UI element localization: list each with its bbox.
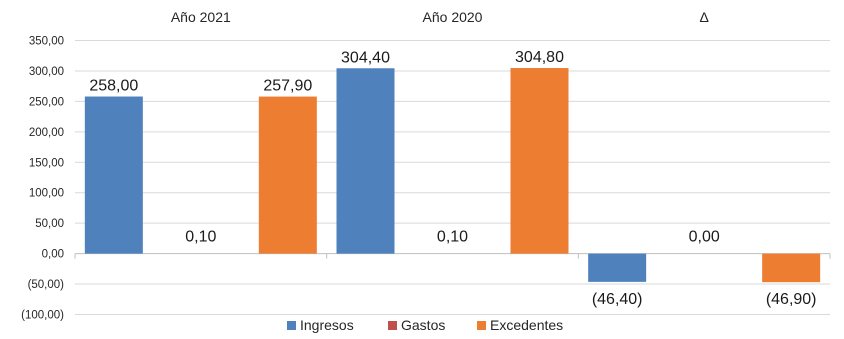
bar-excedentes [510, 68, 569, 254]
legend-label-gastos: Gastos [401, 317, 445, 333]
y-tick-label: 150,00 [29, 157, 64, 169]
y-tick-label: 300,00 [29, 66, 64, 78]
category-label: Año 2020 [423, 9, 483, 25]
data-label: 304,40 [341, 49, 390, 66]
data-label: 0,00 [689, 229, 720, 246]
y-tick-label: 250,00 [29, 96, 64, 108]
bar-excedentes [762, 253, 821, 283]
bar-ingresos [84, 96, 143, 254]
data-label: (46,40) [592, 291, 643, 308]
bar-ingresos [588, 253, 647, 282]
y-tick-label: 100,00 [29, 188, 64, 200]
bar-ingresos [336, 68, 395, 254]
y-tick-label: 0,00 [42, 249, 64, 261]
group-headers: Año 2021 Año 2020 Δ [171, 9, 709, 25]
data-label: (46,90) [766, 291, 817, 308]
data-label: 257,90 [263, 78, 312, 95]
data-label: 304,80 [515, 49, 564, 66]
data-label: 258,00 [89, 78, 138, 95]
category-label: Δ [699, 9, 708, 25]
y-axis-ticks: 350,00 300,00 250,00 200,00 150,00 100,00 50,0… [21, 36, 64, 322]
y-tick-label: 50,00 [35, 218, 64, 230]
data-label: 0,10 [185, 229, 216, 246]
legend-swatch-gastos [388, 321, 397, 330]
legend-label-ingresos: Ingresos [300, 317, 354, 333]
y-tick-label: (100,00) [21, 310, 64, 322]
bar-excedentes [258, 96, 317, 254]
y-tick-label: (50,00) [28, 279, 65, 291]
legend-label-excedentes: Excedentes [490, 317, 563, 333]
y-tick-label: 200,00 [29, 127, 64, 139]
data-label: 0,10 [437, 229, 468, 246]
category-label: Año 2021 [171, 9, 231, 25]
legend-swatch-ingresos [287, 321, 296, 330]
bars [84, 68, 821, 283]
gridlines [74, 40, 831, 315]
y-tick-label: 350,00 [29, 36, 64, 48]
legend-swatch-excedentes [477, 321, 486, 330]
legend: Ingresos Gastos Excedentes [287, 317, 563, 333]
data-labels: 258,00 0,10 257,90 304,40 0,10 304,80 (46,40) 0… [89, 49, 816, 308]
